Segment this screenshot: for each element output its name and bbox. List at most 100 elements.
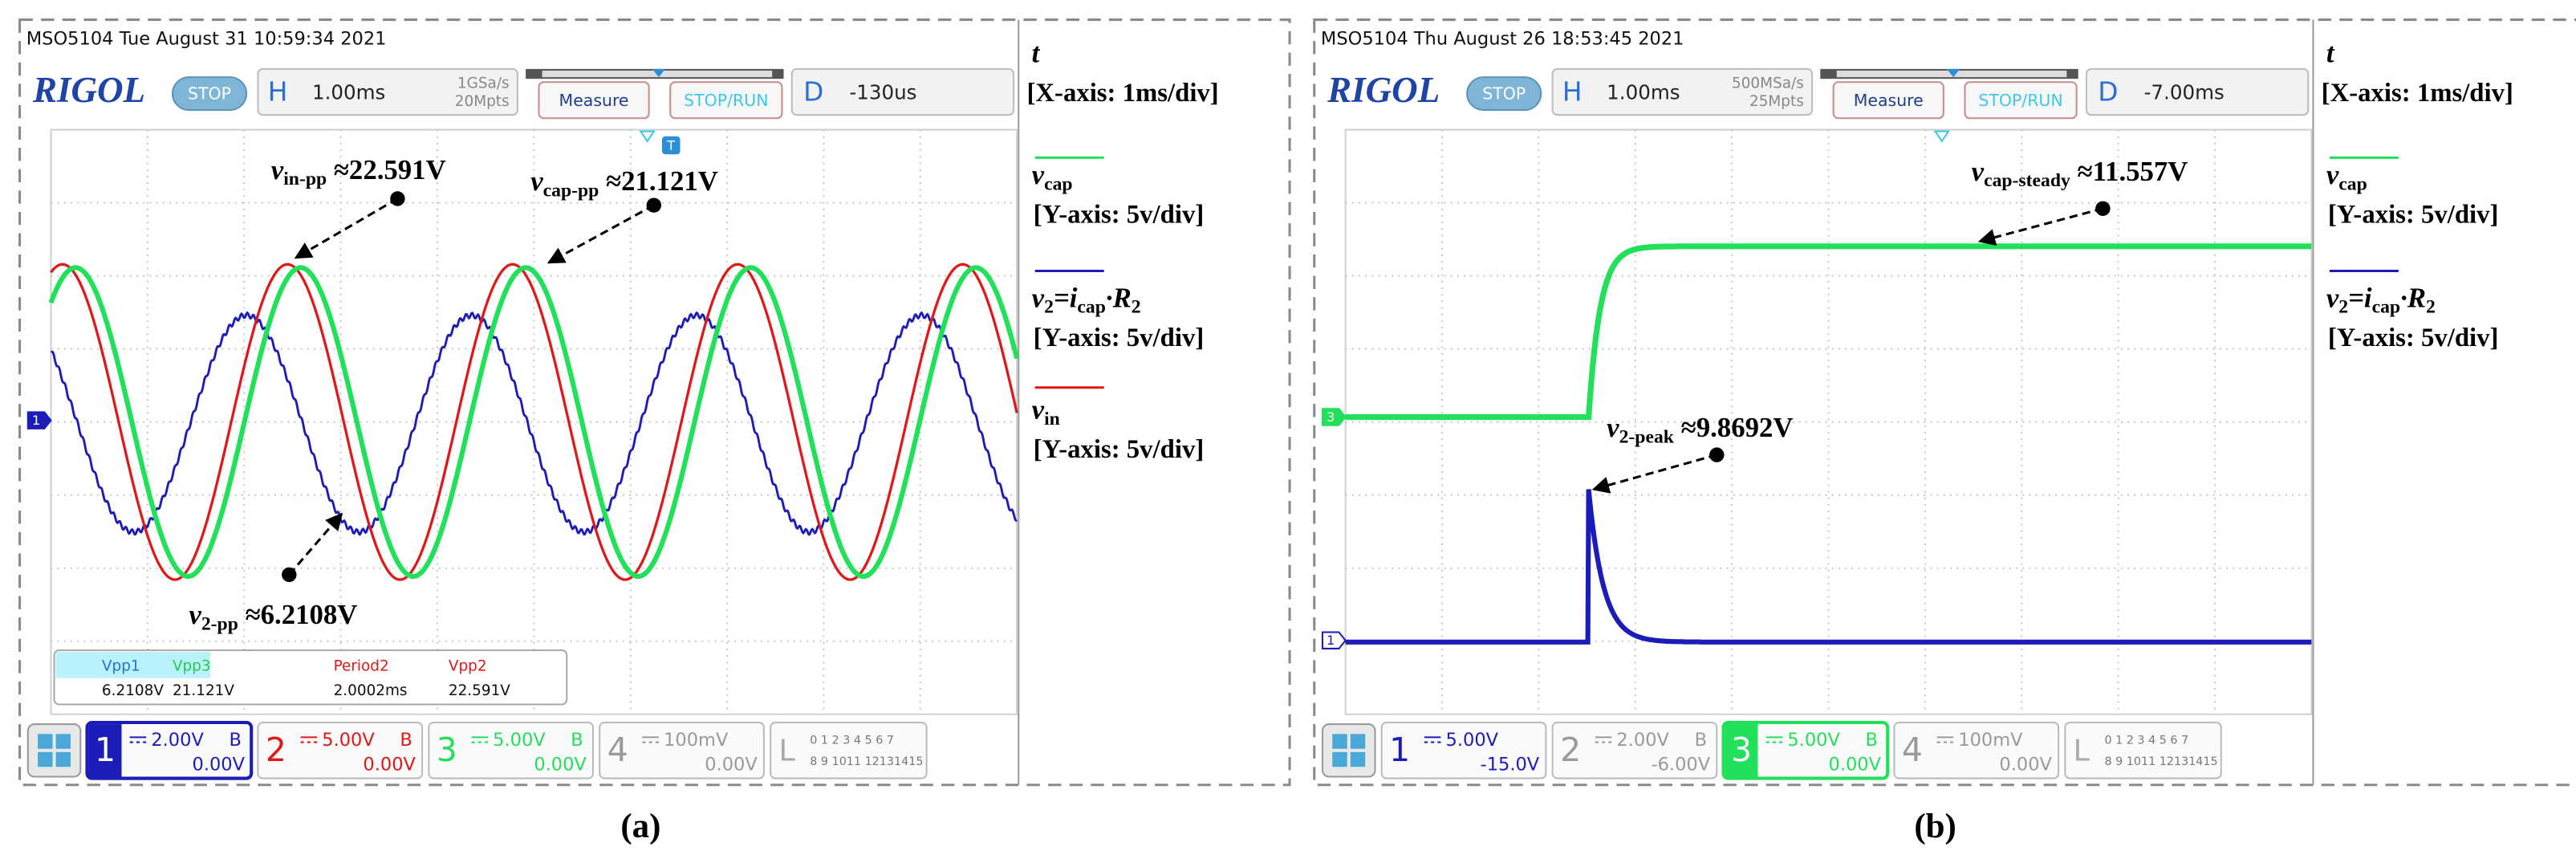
channel-marker (1321, 408, 1347, 426)
channel-offset: 0.00V (193, 755, 246, 775)
channel-scale: 100mV (664, 730, 729, 751)
legend-axis: [Y-axis: 5v/div] (1034, 324, 1205, 352)
channel-box (599, 721, 765, 779)
channel-marker-label: 3 (1327, 409, 1335, 425)
channel-offset: -15.0V (1481, 755, 1540, 775)
toolbar-button-label: STOP/RUN (1978, 91, 2062, 110)
text-part: ·R (2400, 282, 2426, 313)
text-part: ≈21.121V (599, 165, 718, 197)
channel-scale: 5.00V (1446, 730, 1499, 751)
horizontal-key: H (268, 77, 288, 108)
channel-number: 1 (1389, 731, 1410, 769)
waveform-vcap (48, 265, 1020, 580)
measurement-value: 21.121V (173, 682, 234, 699)
menu-icon-tile (38, 751, 53, 767)
channel-offset: 0.00V (363, 755, 416, 775)
toolbar-button-label: Measure (559, 91, 629, 110)
text-part: v (1972, 156, 1985, 187)
sample-rate: 1GSa/s (457, 75, 510, 92)
delay-key: D (803, 77, 823, 108)
status-text: MSO5104 Tue August 31 10:59:34 2021 (26, 29, 387, 50)
annotation-dot (2095, 201, 2111, 216)
text-part: ≈11.557V (2070, 156, 2188, 187)
legend-axis: [X-axis: 1ms/div] (2322, 79, 2513, 108)
menu-icon-tile (1350, 734, 1366, 749)
measurement-name: Vpp2 (449, 657, 487, 674)
channel-bandwidth: B (1865, 730, 1877, 751)
legend-symbol: v2=icap·R2 (2326, 282, 2436, 318)
annotation: vin-pp ≈22.591V (271, 154, 446, 190)
channel-marker (1321, 631, 1347, 649)
text-part: 2-pp (201, 614, 238, 635)
delay-value: -7.00ms (2144, 81, 2225, 104)
scope-panel: MSO5104 Thu August 26 18:53:45 2021 RIGOL… (1313, 18, 2576, 845)
channel-scale: 5.00V (493, 730, 546, 751)
channel-bandwidth: B (1695, 730, 1707, 751)
trigger-marker (639, 130, 656, 143)
channel-box (257, 721, 424, 779)
run-state: STOP (1482, 84, 1526, 104)
memory-depth: 20Mpts (455, 93, 510, 110)
legend-axis: [Y-axis: 5v/div] (2328, 201, 2499, 230)
channel-number: 4 (1902, 731, 1923, 769)
logic-key: L (778, 733, 795, 767)
channel-scale: 2.00V (151, 730, 204, 751)
toolbar-button (669, 81, 783, 120)
text-part: cap-steady (1984, 171, 2070, 192)
trigger-label: T (666, 138, 676, 153)
channel-offset: 0.00V (705, 755, 758, 775)
channel-marker (26, 411, 52, 429)
text-part: 2 (1044, 297, 1054, 318)
legend-axis: [Y-axis: 5v/div] (2328, 324, 2499, 352)
channel-number-box (259, 724, 293, 777)
channel-number-box (601, 724, 635, 777)
channel-number-box (430, 724, 464, 777)
text-part: cap (1077, 297, 1105, 318)
run-state-pill (1466, 76, 1542, 112)
scope-panel: MSO5104 Tue August 31 10:59:34 2021 RIGOL… (18, 18, 1291, 845)
logic-box (2064, 721, 2222, 779)
annotation: vcap-steady ≈11.557V (1972, 156, 2188, 192)
legend-axis: [X-axis: 1ms/div] (1026, 79, 1218, 108)
waveform-v2 (51, 311, 1018, 536)
channel-box (1893, 721, 2060, 779)
annotation-dot (390, 191, 405, 206)
horizontal-box (1551, 67, 1814, 116)
channel-box (1551, 721, 1718, 779)
trigger-tag (662, 136, 681, 155)
horizontal-scale: 1.00ms (312, 81, 385, 104)
sample-rate: 500MSa/s (1732, 75, 1804, 92)
text-part: 2-peak (1619, 427, 1675, 448)
text-part: cap (1044, 174, 1072, 195)
horizontal-key: H (1562, 77, 1583, 108)
horizontal-box (257, 67, 518, 116)
toolbar-button (538, 81, 650, 120)
brand-logo: RIGOL (1327, 70, 1440, 110)
text-part: 2 (1132, 297, 1141, 318)
waveform-v2 (1345, 489, 2312, 645)
channel-scale: 100mV (1958, 730, 2023, 751)
text-part: ·R (1106, 282, 1132, 313)
annotation-arrow (1591, 454, 1717, 494)
coupling-icon (1424, 736, 1441, 743)
legend-axis: [Y-axis: 5v/div] (1034, 201, 1205, 230)
channel-scale: 2.00V (1616, 730, 1669, 751)
channel-number: 1 (95, 731, 116, 769)
status-text: MSO5104 Thu August 26 18:53:45 2021 (1321, 29, 1684, 50)
panel-caption: (a) (620, 808, 660, 845)
channel-number-box (88, 724, 122, 777)
text-part: 2 (2338, 297, 2348, 318)
channel-bandwidth: B (400, 730, 412, 751)
channel-offset: -6.00V (1651, 755, 1710, 775)
text-part: in-pp (283, 169, 327, 190)
measurement-value: 22.591V (449, 682, 510, 699)
legend-symbol: vcap (2326, 159, 2367, 195)
annotation-arrow (288, 512, 343, 576)
run-state: STOP (188, 84, 231, 104)
menu-icon-tile (55, 751, 71, 767)
text-part: v (2326, 159, 2339, 190)
trigger-position (652, 68, 666, 78)
text-part: =i (2348, 282, 2372, 313)
text-part: t (1032, 38, 1041, 69)
